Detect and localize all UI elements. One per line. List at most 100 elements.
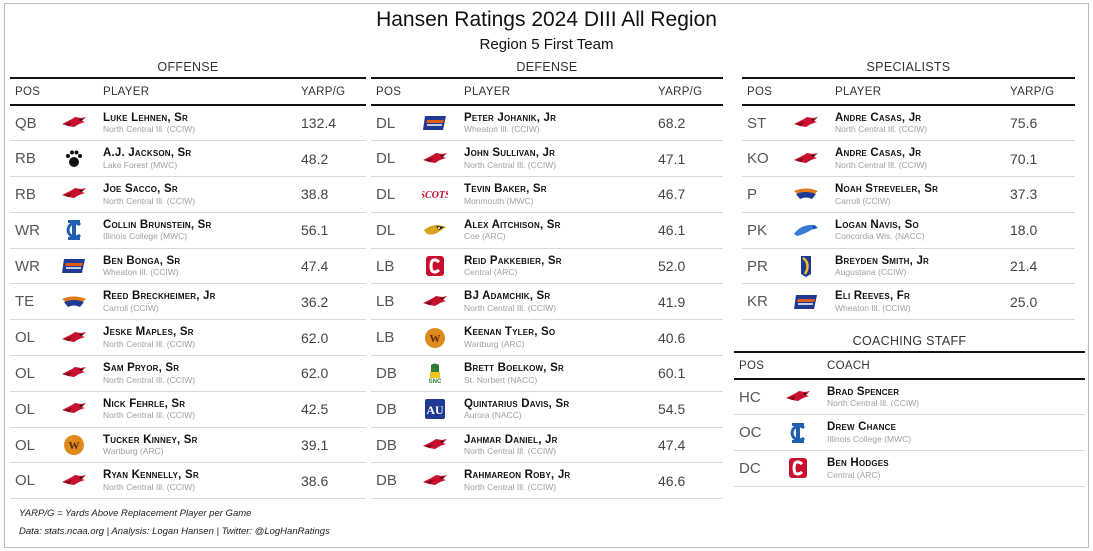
table-row: DL Alex Aitchison, Sr Coe (ARC) 46.1 [371, 212, 723, 249]
position-cell: OL [10, 427, 50, 464]
position-cell: DL [371, 212, 411, 249]
position-cell: PK [742, 212, 782, 249]
falcon-icon [782, 212, 830, 249]
defense-table: POS PLAYER YARP/G DL Peter Johanik, Jr Wheato… [371, 77, 723, 500]
svg-text:SNC: SNC [429, 379, 442, 384]
player-cell: Eli Reeves, Fr Wheaton Ill. (CCIW) [830, 283, 1005, 321]
cardinal-icon [411, 283, 459, 321]
player-cell: Keenan Tyler, So Wartburg (ARC) [459, 319, 653, 357]
player-team: North Central Ill. (CCIW) [464, 446, 557, 457]
player-name: A.J. Jackson, Sr [103, 147, 192, 160]
cardinal-icon [50, 319, 98, 357]
player-name: Collin Brunstein, Sr [103, 218, 212, 231]
position-cell: WR [10, 212, 50, 249]
cardinal-icon [50, 176, 98, 213]
thunder-icon [411, 105, 459, 142]
player-cell: Drew Chance Illinois College (MWC) [822, 414, 1085, 452]
player-team: Illinois College (MWC) [827, 433, 912, 444]
player-cell: Jeske Maples, Sr North Central Ill. (CCIW… [98, 319, 296, 357]
player-cell: Quintarius Davis, Sr Aurora (NACC) [459, 391, 653, 428]
yarpg-value: 25.0 [1005, 283, 1075, 321]
svg-text:AU: AU [426, 403, 444, 417]
table-row: PR Breyden Smith, Jr Augustana (CCIW) 21.4 [742, 248, 1075, 285]
player-team: North Central Ill. (CCIW) [464, 303, 557, 314]
player-cell: Breyden Smith, Jr Augustana (CCIW) [830, 248, 1005, 285]
defense-header-row: POS PLAYER YARP/G [371, 77, 723, 106]
player-team: Wartburg (ARC) [464, 338, 525, 349]
table-row: KR Eli Reeves, Fr Wheaton Ill. (CCIW) 25.0 [742, 283, 1075, 321]
player-name: Logan Navis, So [835, 218, 919, 231]
player-cell: Sam Pryor, Sr North Central Ill. (CCIW) [98, 355, 296, 392]
player-cell: Ben Hodges Central (ARC) [822, 450, 1085, 487]
yarpg-value: 132.4 [296, 105, 366, 142]
table-row: OC Drew Chance Illinois College (MWC) [734, 414, 1085, 452]
position-cell: P [742, 176, 782, 213]
player-cell: Peter Johanik, Jr Wheaton Ill. (CCIW) [459, 105, 653, 142]
yarpg-value: 38.6 [296, 462, 366, 500]
cardinal-icon [782, 105, 830, 142]
column-header-logo [782, 77, 830, 106]
player-team: Wartburg (ARC) [103, 446, 164, 457]
yarpg-value: 36.2 [296, 283, 366, 321]
player-name: Alex Aitchison, Sr [464, 218, 561, 231]
player-name: BJ Adamchik, Sr [464, 290, 551, 303]
yarpg-value: 46.7 [653, 176, 723, 213]
yarpg-value: 41.9 [653, 283, 723, 321]
table-row: OL Jeske Maples, Sr North Central Ill. (CC… [10, 319, 366, 357]
player-name: Ben Hodges [827, 457, 889, 469]
footnote-yarp: YARP/G = Yards Above Replacement Player … [19, 508, 252, 519]
yarpg-value: 46.6 [653, 462, 723, 500]
position-cell: OL [10, 319, 50, 357]
player-cell: Collin Brunstein, Sr Illinois College (MW… [98, 212, 296, 249]
table-row: RB Joe Sacco, Sr North Central Ill. (CCIW)… [10, 176, 366, 213]
ic-icon [774, 414, 822, 452]
position-cell: KO [742, 140, 782, 178]
player-name: Reed Breckheimer, Jr [103, 290, 216, 303]
player-team: North Central Ill. (CCIW) [103, 195, 196, 206]
player-team: North Central Ill. (CCIW) [464, 159, 557, 170]
position-cell: ST [742, 105, 782, 142]
player-team: North Central Ill. (CCIW) [103, 374, 196, 385]
player-cell: A.J. Jackson, Sr Lake Forest (MWC) [98, 140, 296, 178]
specialists-panel: SPECIALISTS POS PLAYER YARP/G ST Andre Casas,… [742, 58, 1075, 321]
player-team: Illinois College (MWC) [103, 231, 188, 242]
player-team: Lake Forest (MWC) [103, 159, 178, 170]
table-row: OL W Tucker Kinney, Sr Wartburg (ARC) 39.1 [10, 427, 366, 464]
specialists-header-row: POS PLAYER YARP/G [742, 77, 1075, 106]
player-name: Drew Chance [827, 421, 897, 434]
player-cell: Brad Spencer North Central Ill. (CCIW) [822, 379, 1085, 416]
player-cell: Joe Sacco, Sr North Central Ill. (CCIW) [98, 176, 296, 213]
yarpg-value: 39.1 [296, 427, 366, 464]
player-name: Jahmar Daniel, Jr [464, 433, 558, 446]
player-name: Ryan Kennelly, Sr [103, 469, 199, 482]
table-row: QB Luke Lehnen, Sr North Central Ill. (CCI… [10, 105, 366, 142]
player-name: Andre Casas, Jr [835, 147, 922, 160]
position-cell: LB [371, 248, 411, 285]
table-row: DL Peter Johanik, Jr Wheaton Ill. (CCIW) 68… [371, 105, 723, 142]
coaching-table: POS COACH HC Brad Spencer North Central Ill.… [734, 351, 1085, 487]
cardinal-icon [774, 379, 822, 416]
offense-section-title: OFFENSE [157, 60, 219, 74]
player-name: Luke Lehnen, Sr [103, 111, 188, 124]
player-name: Brad Spencer [827, 385, 900, 398]
player-name: Sam Pryor, Sr [103, 361, 180, 374]
player-team: Coe (ARC) [464, 231, 506, 242]
thunder-icon [50, 248, 98, 285]
page-title: Hansen Ratings 2024 DIII All Region [376, 8, 717, 31]
position-cell: HC [734, 379, 774, 416]
position-cell: OL [10, 462, 50, 500]
column-header-pos: POS [734, 351, 774, 380]
player-name: Tevin Baker, Sr [464, 183, 547, 195]
yarpg-value: 48.2 [296, 140, 366, 178]
position-cell: PR [742, 248, 782, 285]
position-cell: DL [371, 105, 411, 142]
cardinal-icon [50, 391, 98, 428]
player-team: Wheaton Ill. (CCIW) [464, 124, 540, 135]
offense-table: POS PLAYER YARP/G QB Luke Lehnen, Sr North Ce… [10, 77, 366, 500]
player-team: North Central Ill. (CCIW) [103, 124, 196, 135]
yarpg-value: 37.3 [1005, 176, 1075, 213]
player-team: North Central Ill. (CCIW) [103, 482, 196, 493]
player-team: Wheaton Ill. (CCIW) [835, 303, 911, 314]
position-cell: RB [10, 140, 50, 178]
yarpg-value: 60.1 [653, 355, 723, 392]
